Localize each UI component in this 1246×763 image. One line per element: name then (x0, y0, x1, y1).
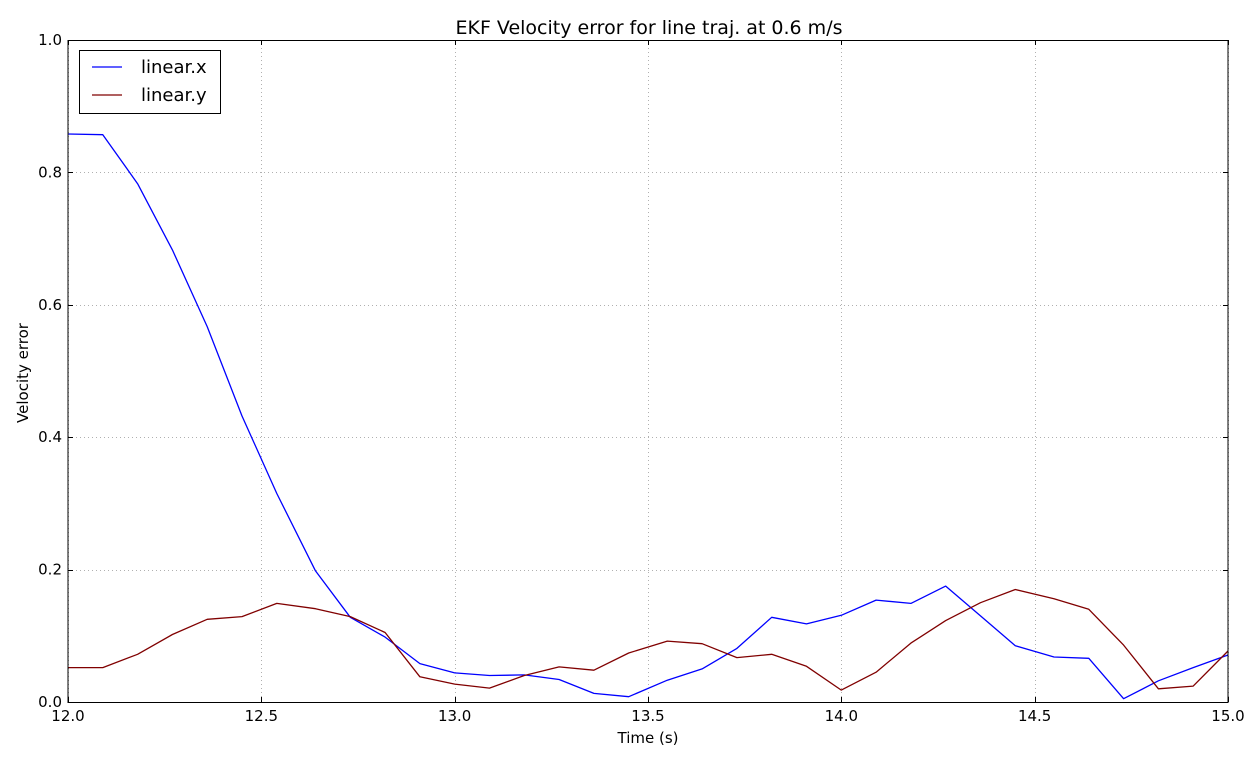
x-tick-label: 14.0 (825, 707, 858, 725)
x-tick-label: 13.0 (438, 707, 471, 725)
y-tick-label: 0.0 (38, 693, 62, 711)
chart-title: EKF Velocity error for line traj. at 0.6… (456, 17, 843, 39)
y-axis-label: Velocity error (14, 322, 32, 423)
x-tick-label: 13.5 (631, 707, 664, 725)
y-tick-label: 1.0 (38, 31, 62, 49)
legend-label-linear-x: linear.x (141, 57, 207, 78)
x-tick-label: 12.5 (245, 707, 278, 725)
y-tick-label: 0.6 (38, 296, 62, 314)
axis-ticks: 12.0 12.5 13.0 13.5 14.0 14.5 15.0 0.0 0.2 0.4 0.6… (38, 31, 1245, 725)
y-tick-label: 0.8 (38, 163, 62, 181)
x-tick-label: 14.5 (1018, 707, 1051, 725)
legend: linear.x linear.y (79, 50, 221, 114)
y-tick-label: 0.2 (38, 561, 62, 579)
legend-box (79, 50, 221, 114)
x-tick-label: 15.0 (1211, 707, 1244, 725)
series-line-linear-x (67, 133, 1229, 700)
series-line-linear-y (68, 588, 1229, 691)
series-lines (67, 133, 1229, 700)
y-tick-label: 0.4 (38, 428, 62, 446)
x-tick-label: 12.0 (51, 707, 84, 725)
x-axis-label: Time (s) (617, 729, 679, 747)
legend-label-linear-y: linear.y (141, 85, 207, 106)
